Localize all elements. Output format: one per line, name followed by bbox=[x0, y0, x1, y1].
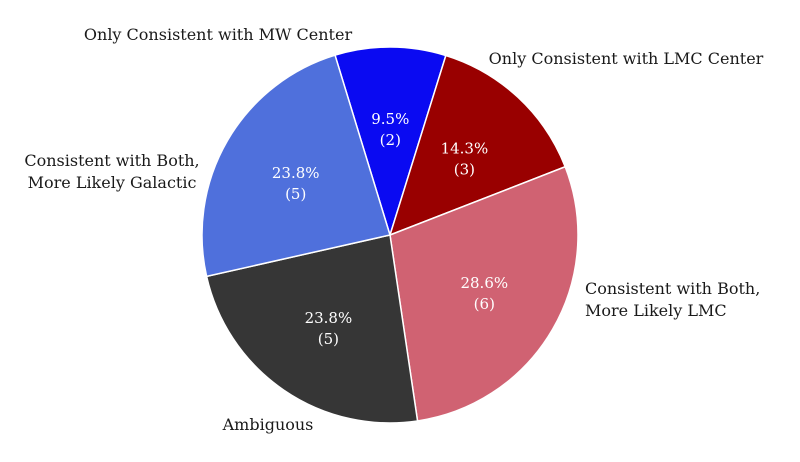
category-labels: Only Consistent with MW Center Only Consi… bbox=[24, 25, 763, 434]
slice-value-labels: 9.5% (2) 14.3% (3) 28.6% (6) 23.8% (5) 23.8% (5) bbox=[272, 110, 508, 348]
slice-percent-label: 28.6% bbox=[460, 274, 508, 292]
slice-count-label: (6) bbox=[474, 295, 495, 313]
pie-slices bbox=[201, 46, 579, 424]
category-label-ambiguous: Ambiguous bbox=[222, 415, 314, 434]
pie-slice-consistent-with-both-more-likely-lmc bbox=[389, 165, 579, 422]
pie-slice-consistent-with-both-more-likely-galactic bbox=[201, 54, 391, 278]
category-label-only-consistent-with-mw-center: Only Consistent with MW Center bbox=[84, 25, 353, 44]
slice-percent-label: 23.8% bbox=[305, 309, 353, 327]
slice-count-label: (2) bbox=[380, 131, 401, 149]
category-label-only-consistent-with-lmc-center: Only Consistent with LMC Center bbox=[489, 49, 764, 68]
slice-count-label: (3) bbox=[454, 160, 475, 178]
slice-percent-label: 9.5% bbox=[371, 110, 409, 128]
pie-slice-only-consistent-with-mw-center bbox=[334, 46, 447, 238]
slice-count-label: (5) bbox=[318, 330, 339, 348]
category-label-consistent-with-both-more-likely-galactic: Consistent with Both, More Likely Galacti… bbox=[24, 151, 199, 192]
pie-slice-only-consistent-with-lmc-center bbox=[388, 54, 567, 237]
slice-percent-label: 14.3% bbox=[441, 139, 489, 157]
category-label-consistent-with-both-more-likely-lmc: Consistent with Both, More Likely LMC bbox=[585, 279, 760, 320]
pie-slice-ambiguous bbox=[205, 234, 419, 424]
slice-percent-label: 23.8% bbox=[272, 164, 320, 182]
slice-count-label: (5) bbox=[285, 185, 306, 203]
